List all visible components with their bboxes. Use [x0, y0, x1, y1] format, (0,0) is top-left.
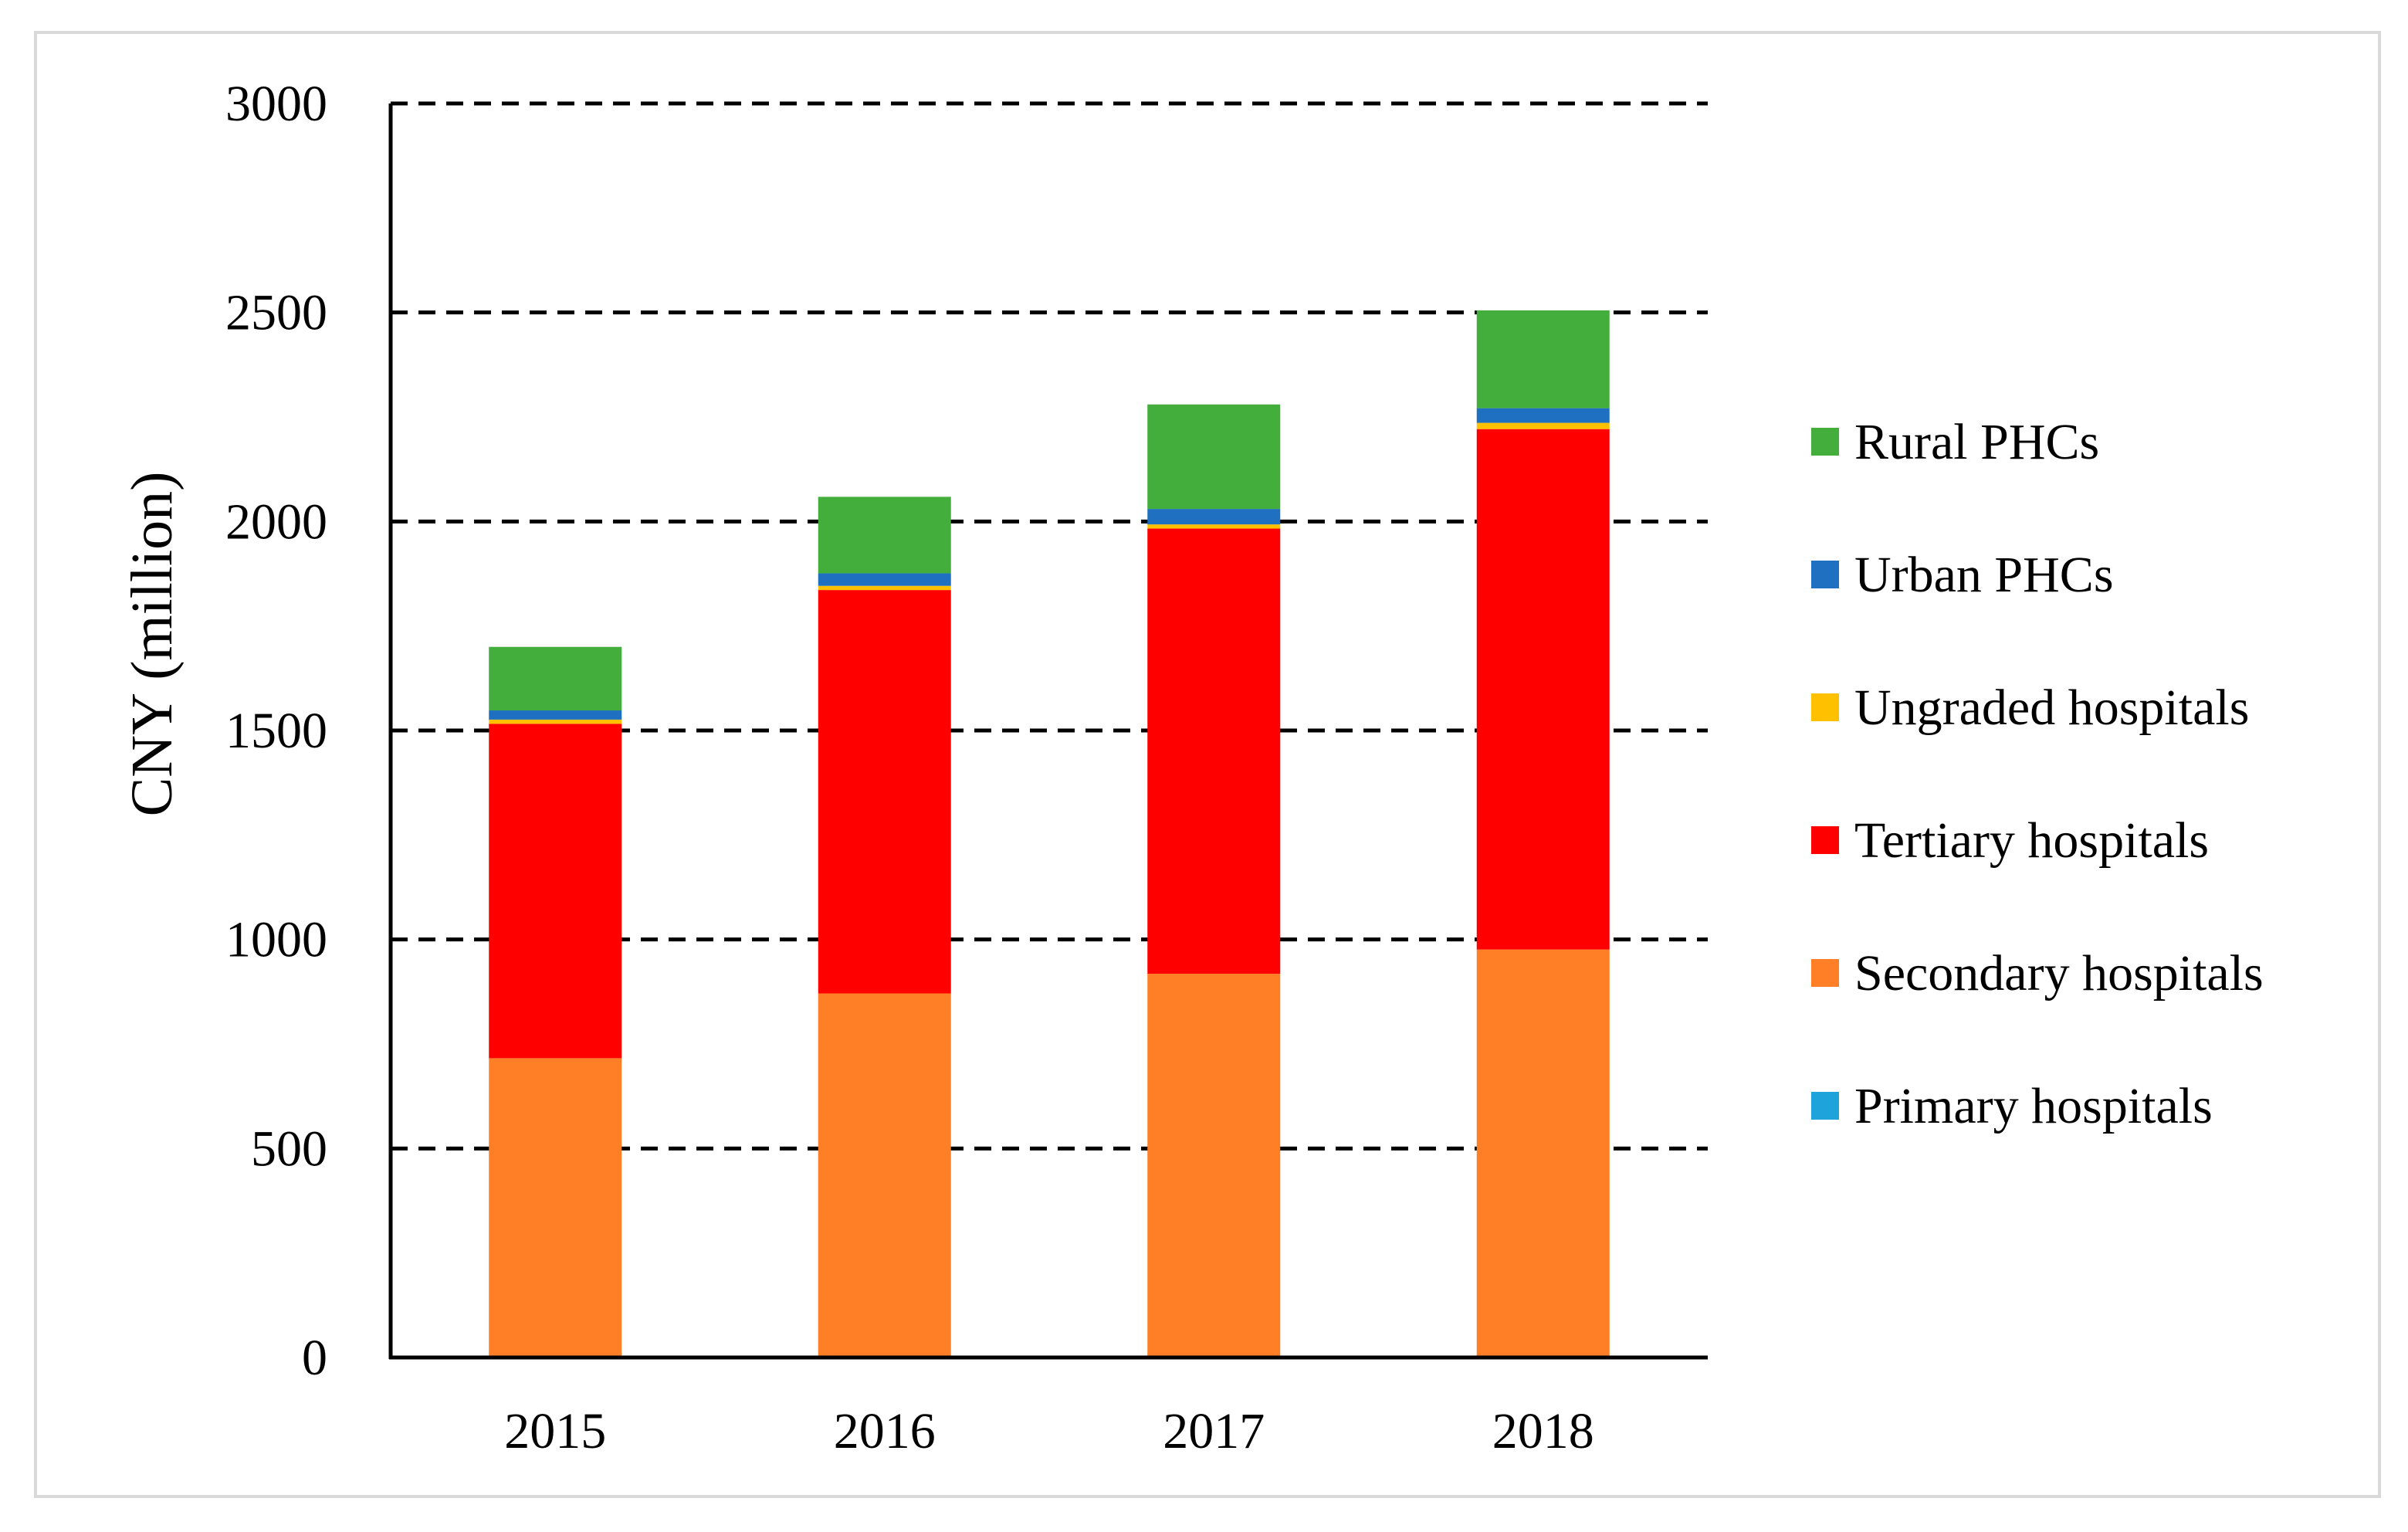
bar-2015-tertiary-hospitals	[489, 724, 622, 1059]
bars	[489, 310, 1610, 1357]
y-tick-label-3000: 3000	[225, 76, 327, 132]
legend-label-secondary-hospitals: Secondary hospitals	[1854, 945, 2264, 1002]
y-tick-label-2000: 2000	[225, 493, 327, 550]
x-tick-label-2015: 2015	[504, 1403, 606, 1459]
x-tick-label-2016: 2016	[834, 1403, 936, 1459]
legend-swatch-rural-phcs	[1811, 428, 1839, 456]
legend-swatch-tertiary-hospitals	[1811, 826, 1839, 854]
bar-2018-rural-phcs	[1476, 310, 1610, 408]
y-tick-label-2500: 2500	[225, 285, 327, 341]
bar-2016-secondary-hospitals	[818, 993, 951, 1357]
y-tick-label-1000: 1000	[225, 912, 327, 968]
bar-2018-secondary-hospitals	[1476, 949, 1610, 1357]
bar-2016-ungraded-hospitals	[818, 585, 951, 591]
legend-swatch-primary-hospitals	[1811, 1092, 1839, 1120]
legend-label-rural-phcs: Rural PHCs	[1854, 414, 2099, 470]
bar-2018-tertiary-hospitals	[1476, 429, 1610, 950]
bar-2017-rural-phcs	[1147, 404, 1281, 510]
legend-label-ungraded-hospitals: Ungraded hospitals	[1854, 680, 2249, 736]
y-tick-label-0: 0	[302, 1330, 327, 1386]
legend-swatch-urban-phcs	[1811, 561, 1839, 588]
bar-2015-ungraded-hospitals	[489, 719, 622, 724]
bar-2017-ungraded-hospitals	[1147, 524, 1281, 529]
legend-swatch-secondary-hospitals	[1811, 959, 1839, 987]
bar-2017-secondary-hospitals	[1147, 974, 1281, 1357]
bar-2018-urban-phcs	[1476, 408, 1610, 423]
bar-2018-ungraded-hospitals	[1476, 422, 1610, 429]
bar-2017-tertiary-hospitals	[1147, 528, 1281, 974]
legend-label-primary-hospitals: Primary hospitals	[1854, 1078, 2213, 1134]
x-tick-label-2017: 2017	[1163, 1403, 1265, 1459]
bar-2016-rural-phcs	[818, 497, 951, 574]
y-tick-labels: 0 500 1000 1500 2000 2500 3000	[225, 76, 327, 1386]
bar-2016-tertiary-hospitals	[818, 590, 951, 994]
bar-2017-urban-phcs	[1147, 509, 1281, 525]
legend: Rural PHCs Urban PHCs Ungraded hospitals Te…	[1811, 414, 2264, 1134]
y-axis-label: CNY (million)	[120, 472, 185, 817]
legend-swatch-ungraded-hospitals	[1811, 693, 1839, 721]
bar-2015-secondary-hospitals	[489, 1058, 622, 1357]
x-tick-label-2018: 2018	[1492, 1403, 1594, 1459]
bar-2016-urban-phcs	[818, 573, 951, 586]
legend-label-tertiary-hospitals: Tertiary hospitals	[1854, 812, 2209, 869]
x-tick-labels: 2015 2016 2017 2018	[504, 1403, 1594, 1459]
legend-label-urban-phcs: Urban PHCs	[1854, 547, 2114, 603]
bar-2015-urban-phcs	[489, 710, 622, 720]
y-tick-label-500: 500	[251, 1120, 327, 1177]
axes	[388, 103, 1708, 1360]
y-tick-label-1500: 1500	[225, 703, 327, 759]
bar-2015-rural-phcs	[489, 646, 622, 711]
